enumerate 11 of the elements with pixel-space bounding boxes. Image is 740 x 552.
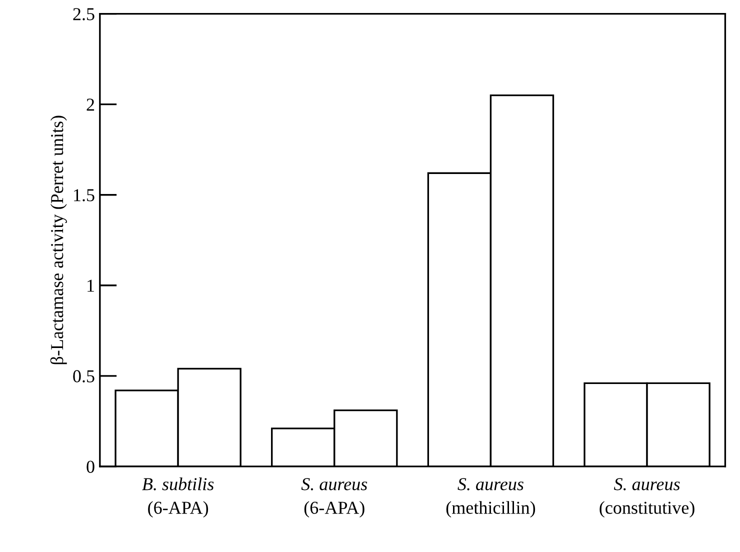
y-tick-label: 0 (86, 460, 94, 473)
y-tick-label: 2 (86, 98, 94, 111)
y-tick-label: 2.5 (73, 8, 94, 20)
x-tick-label: S. aureus (6-APA) (301, 478, 368, 518)
y-axis-title: β-Lactamase activity (Perret units) (50, 116, 67, 364)
x-tick-label: S. aureus (constitutive) (600, 478, 694, 518)
x-tick-label: S. aureus (methicillin) (446, 478, 536, 518)
y-tick-label: 1 (88, 280, 94, 292)
y-tick-label: 1.5 (74, 189, 94, 202)
x-tick-label: B. subtilis (6-APA) (142, 478, 214, 518)
y-tick-label: 0.5 (73, 370, 94, 382)
